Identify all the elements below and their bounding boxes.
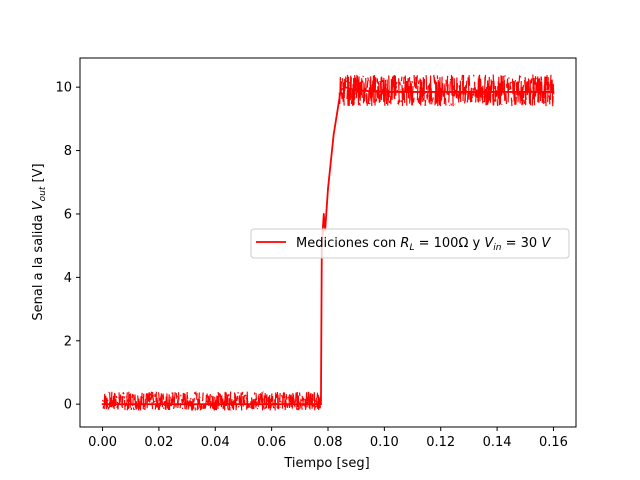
data-point <box>298 403 301 406</box>
y-tick-label: 10 <box>55 81 72 96</box>
data-point <box>327 187 329 190</box>
data-point <box>383 91 386 93</box>
ticks: 0.00 0.02 0.04 0.06 0.08 0.10 0.12 0.14 0.16 0 2 4 6… <box>55 81 567 450</box>
noise-band <box>101 391 322 411</box>
data-point <box>186 403 188 406</box>
data-point <box>158 403 160 406</box>
y-tick-label: 8 <box>64 144 72 159</box>
series-line <box>102 86 554 406</box>
x-tick-label: 0.10 <box>370 435 399 450</box>
data-point <box>270 403 273 406</box>
data-point <box>320 403 322 406</box>
x-tick-label: 0.16 <box>539 435 568 450</box>
data-point <box>322 213 325 215</box>
y-tick-label: 4 <box>64 271 72 286</box>
y-axis-label: Senal a la salida Vout [V] <box>31 163 48 320</box>
data-point <box>332 133 335 136</box>
data-point <box>101 403 104 406</box>
y-tick-label: 2 <box>64 334 72 349</box>
data-point <box>439 91 442 93</box>
data-point <box>355 89 358 92</box>
data-point <box>411 91 414 93</box>
data-point <box>344 86 346 89</box>
legend: Mediciones con RL = 100Ω y Vin = 30 V <box>250 228 570 259</box>
x-tick-label: 0.14 <box>483 435 512 450</box>
x-axis-label: Tiempo [seg] <box>283 456 369 471</box>
x-tick-label: 0.12 <box>426 435 455 450</box>
data-point <box>496 91 498 93</box>
legend-entry-label: Mediciones con RL = 100Ω y Vin = 30 V <box>296 236 551 253</box>
data-point <box>129 403 132 406</box>
x-tick-label: 0.04 <box>201 435 230 450</box>
data-point <box>468 91 470 93</box>
data-point <box>552 91 555 93</box>
data-point <box>214 403 217 406</box>
y-tick-label: 6 <box>64 207 72 222</box>
x-tick-label: 0.06 <box>257 435 286 450</box>
legend-box <box>250 228 570 259</box>
x-tick-label: 0.00 <box>88 435 117 450</box>
x-tick-label: 0.02 <box>144 435 173 450</box>
data-point <box>524 91 527 93</box>
y-tick-label: 0 <box>64 398 72 413</box>
x-tick-label: 0.08 <box>314 435 343 450</box>
data-point <box>339 89 342 92</box>
data-point <box>242 403 245 406</box>
